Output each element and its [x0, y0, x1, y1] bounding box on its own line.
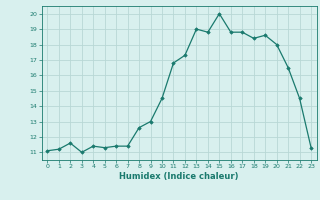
X-axis label: Humidex (Indice chaleur): Humidex (Indice chaleur) — [119, 172, 239, 181]
